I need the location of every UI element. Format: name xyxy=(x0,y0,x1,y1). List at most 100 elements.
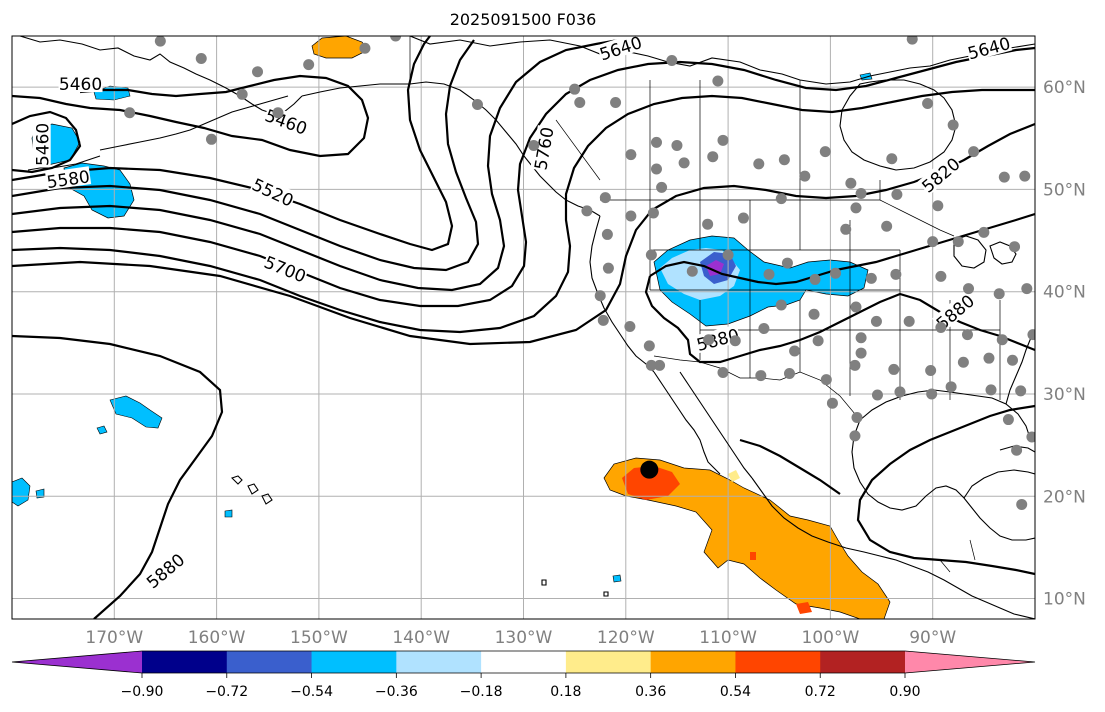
station-dot[interactable] xyxy=(643,340,655,352)
station-dot[interactable] xyxy=(926,388,938,400)
station-dot[interactable] xyxy=(945,381,957,393)
station-dot[interactable] xyxy=(799,170,811,182)
station-dot[interactable] xyxy=(849,430,861,442)
station-dot[interactable] xyxy=(359,42,371,54)
station-dot[interactable] xyxy=(602,262,614,274)
station-dot[interactable] xyxy=(1019,170,1031,182)
station-dot[interactable] xyxy=(851,412,863,424)
station-dot[interactable] xyxy=(645,249,657,261)
station-dot[interactable] xyxy=(870,315,882,327)
station-dot[interactable] xyxy=(850,301,862,313)
station-dot[interactable] xyxy=(703,334,715,346)
station-dot[interactable] xyxy=(935,322,947,333)
station-dot[interactable] xyxy=(303,59,315,71)
station-dot[interactable] xyxy=(601,228,613,240)
station-dot[interactable] xyxy=(957,356,969,368)
observation-stations[interactable] xyxy=(124,31,1038,510)
station-dot[interactable] xyxy=(610,96,622,108)
station-dot[interactable] xyxy=(528,139,540,151)
station-dot[interactable] xyxy=(881,220,893,232)
station-dot[interactable] xyxy=(789,345,801,357)
station-dot[interactable] xyxy=(996,334,1008,346)
station-dot[interactable] xyxy=(812,335,824,347)
station-dot[interactable] xyxy=(599,192,611,204)
station-dot[interactable] xyxy=(778,154,790,166)
station-dot[interactable] xyxy=(471,99,483,111)
station-dot[interactable] xyxy=(569,83,581,95)
station-dot[interactable] xyxy=(1002,414,1014,426)
station-dot[interactable] xyxy=(808,308,820,320)
station-dot[interactable] xyxy=(647,207,659,219)
station-dot[interactable] xyxy=(1009,241,1021,253)
station-dot[interactable] xyxy=(947,119,959,131)
station-dot[interactable] xyxy=(932,200,944,212)
station-dot[interactable] xyxy=(961,329,973,341)
station-dot[interactable] xyxy=(712,75,724,87)
station-dot[interactable] xyxy=(753,158,765,170)
station-dot[interactable] xyxy=(1021,283,1033,295)
station-dot[interactable] xyxy=(195,53,207,65)
station-dot[interactable] xyxy=(758,323,770,335)
station-dot[interactable] xyxy=(830,267,842,279)
station-dot[interactable] xyxy=(729,335,741,347)
station-dot[interactable] xyxy=(581,205,593,217)
station-dot[interactable] xyxy=(594,290,606,302)
station-dot[interactable] xyxy=(737,212,749,224)
station-dot[interactable] xyxy=(820,374,832,386)
station-dot[interactable] xyxy=(963,283,975,295)
station-dot[interactable] xyxy=(935,270,947,282)
station-dot[interactable] xyxy=(272,107,284,119)
station-dot[interactable] xyxy=(849,359,861,371)
station-dot[interactable] xyxy=(205,133,217,145)
station-dot[interactable] xyxy=(775,193,787,205)
station-dot[interactable] xyxy=(925,364,937,376)
station-dot[interactable] xyxy=(775,299,787,311)
station-dot[interactable] xyxy=(781,257,793,269)
station-dot[interactable] xyxy=(993,288,1005,300)
station-dot[interactable] xyxy=(722,249,734,261)
station-dot[interactable] xyxy=(894,386,906,398)
station-dot[interactable] xyxy=(783,368,795,380)
station-dot[interactable] xyxy=(717,367,729,379)
station-dot[interactable] xyxy=(985,384,997,396)
station-dot[interactable] xyxy=(671,139,683,151)
station-dot[interactable] xyxy=(654,359,666,371)
station-dot[interactable] xyxy=(390,31,402,42)
station-dot[interactable] xyxy=(998,171,1010,183)
station-dot[interactable] xyxy=(1011,444,1023,456)
station-dot[interactable] xyxy=(978,226,990,238)
station-dot[interactable] xyxy=(906,34,918,45)
station-dot[interactable] xyxy=(686,265,698,277)
station-dot[interactable] xyxy=(645,359,657,371)
station-dot[interactable] xyxy=(650,136,662,148)
station-dot[interactable] xyxy=(826,397,838,409)
station-dot[interactable] xyxy=(678,157,690,169)
station-dot[interactable] xyxy=(855,347,867,359)
station-dot[interactable] xyxy=(625,149,637,161)
station-dot[interactable] xyxy=(1016,498,1028,510)
station-dot[interactable] xyxy=(890,268,902,280)
station-dot[interactable] xyxy=(763,268,775,280)
station-dot[interactable] xyxy=(1006,354,1018,366)
station-dot[interactable] xyxy=(983,352,995,364)
station-dot[interactable] xyxy=(850,202,862,214)
station-dot[interactable] xyxy=(922,98,934,110)
station-dot[interactable] xyxy=(886,153,898,165)
station-dot[interactable] xyxy=(124,107,136,119)
station-dot[interactable] xyxy=(968,146,980,158)
station-dot[interactable] xyxy=(840,223,852,235)
station-dot[interactable] xyxy=(865,272,877,284)
station-dot[interactable] xyxy=(1015,385,1027,397)
station-dot[interactable] xyxy=(927,236,939,248)
station-dot[interactable] xyxy=(236,88,248,100)
station-dot[interactable] xyxy=(891,189,903,201)
station-dot[interactable] xyxy=(952,236,964,248)
station-dot[interactable] xyxy=(597,314,609,326)
station-dot[interactable] xyxy=(903,315,915,327)
station-dot[interactable] xyxy=(809,273,821,285)
station-dot[interactable] xyxy=(574,96,586,108)
station-dot[interactable] xyxy=(755,370,767,382)
station-dot[interactable] xyxy=(650,163,662,175)
station-dot[interactable] xyxy=(1026,431,1037,443)
